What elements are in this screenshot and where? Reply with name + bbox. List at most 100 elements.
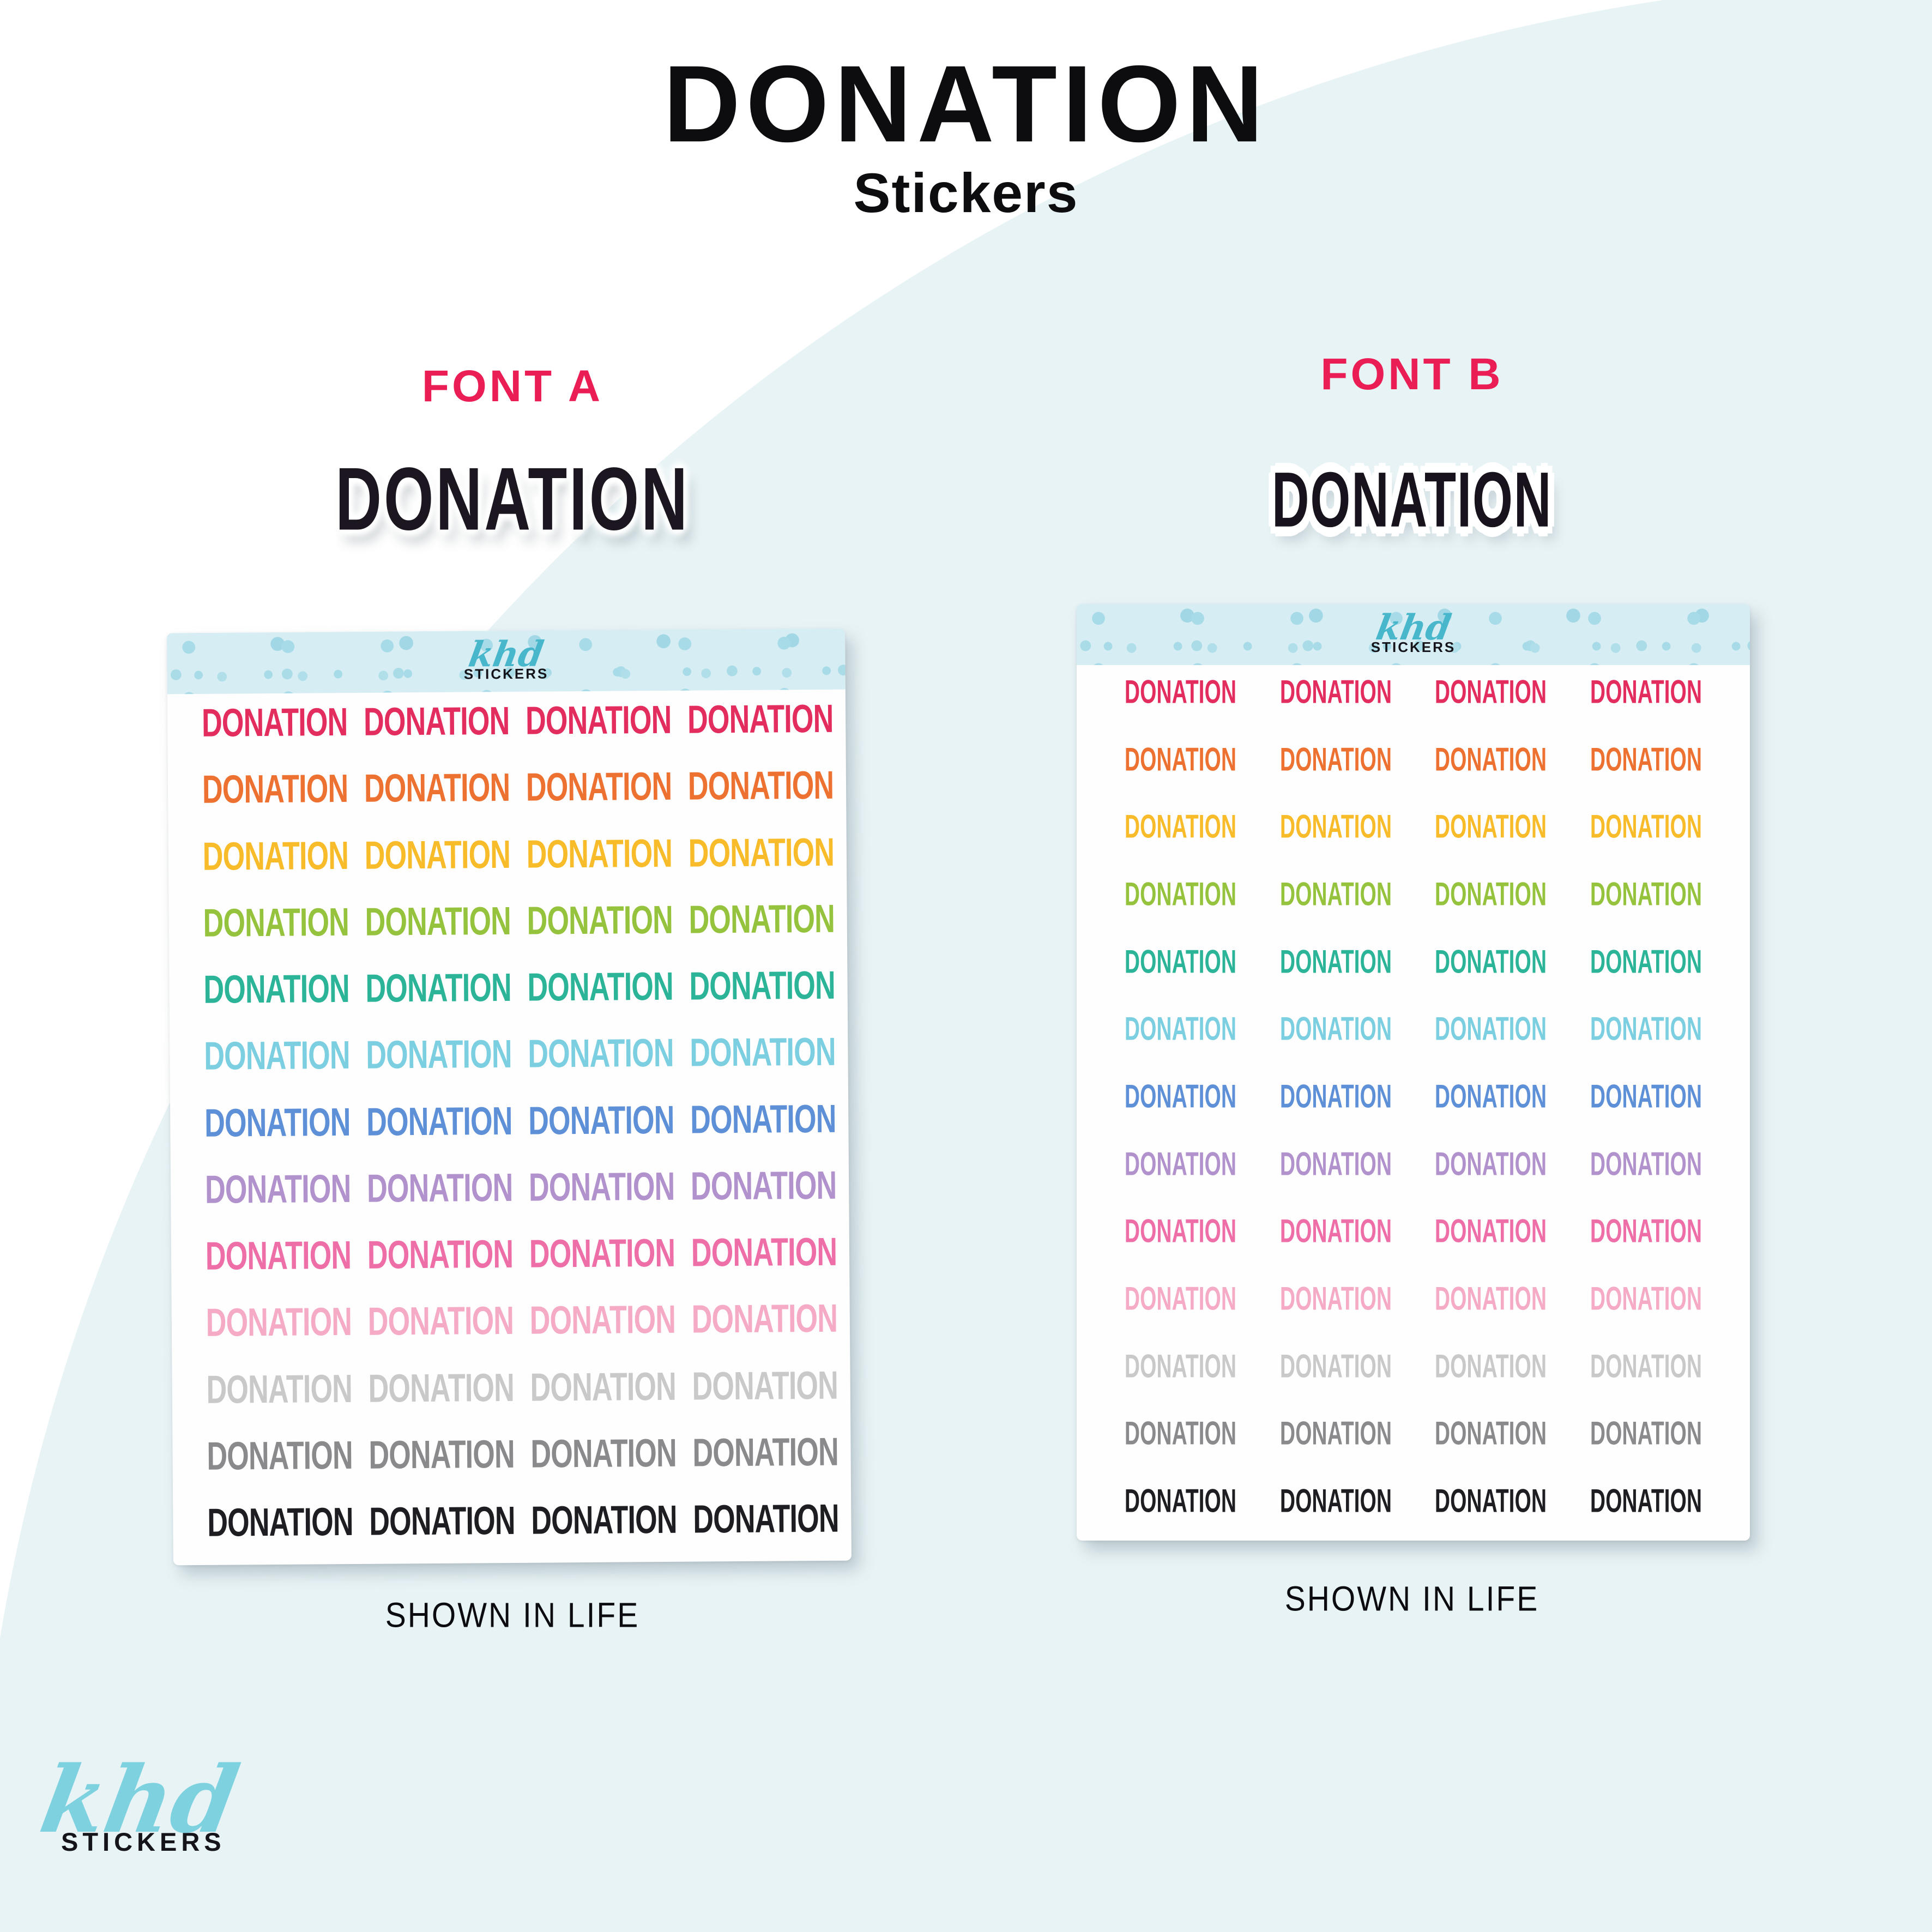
sticker-row-black: DONATION DONATION DONATION DONATION bbox=[1103, 1482, 1724, 1519]
sticker-word: DONATION bbox=[690, 1029, 836, 1076]
sticker-word: DONATION bbox=[365, 965, 512, 1011]
sticker-word: DONATION bbox=[526, 764, 672, 810]
page-title: DONATION bbox=[663, 43, 1269, 165]
sticker-row-light-pink: DONATION DONATION DONATION DONATION bbox=[198, 1296, 837, 1345]
sticker-word: DONATION bbox=[1124, 876, 1236, 913]
sticker-word: DONATION bbox=[689, 896, 835, 942]
sticker-word: DONATION bbox=[1124, 1145, 1236, 1182]
khd-script-logo: khd bbox=[466, 633, 547, 675]
sticker-word: DONATION bbox=[1435, 1482, 1547, 1519]
sticker-word: DONATION bbox=[1279, 1212, 1392, 1249]
sheet-brand-band: khd STICKERS bbox=[1077, 604, 1750, 665]
sticker-word: DONATION bbox=[1279, 1280, 1392, 1317]
khd-script-logo: khd bbox=[1373, 607, 1454, 649]
sticker-row-orange: DONATION DONATION DONATION DONATION bbox=[1103, 741, 1724, 777]
sticker-word: DONATION bbox=[1124, 673, 1236, 710]
sticker-word: DONATION bbox=[366, 1165, 513, 1211]
sticker-word: DONATION bbox=[1590, 1145, 1702, 1182]
sticker-row-lime-green: DONATION DONATION DONATION DONATION bbox=[1103, 876, 1724, 913]
sticker-word: DONATION bbox=[692, 1363, 838, 1409]
stickers-wordmark: STICKERS bbox=[61, 1827, 226, 1857]
sticker-word: DONATION bbox=[528, 1164, 675, 1210]
sticker-word: DONATION bbox=[1279, 808, 1392, 845]
sticker-word: DONATION bbox=[1590, 741, 1702, 778]
sticker-row-lime-green: DONATION DONATION DONATION DONATION bbox=[195, 896, 835, 945]
sticker-row-cornflower-blue: DONATION DONATION DONATION DONATION bbox=[196, 1096, 836, 1145]
sticker-word: DONATION bbox=[1590, 673, 1702, 710]
sticker-word: DONATION bbox=[1590, 1078, 1702, 1115]
sticker-word: DONATION bbox=[204, 1033, 350, 1079]
sticker-word: DONATION bbox=[1590, 808, 1702, 845]
sticker-word: DONATION bbox=[1124, 1010, 1236, 1047]
sticker-word: DONATION bbox=[1590, 1415, 1702, 1452]
sticker-word: DONATION bbox=[527, 897, 673, 943]
sticker-word: DONATION bbox=[1124, 1482, 1236, 1519]
sticker-word: DONATION bbox=[1124, 1280, 1236, 1317]
sticker-word: DONATION bbox=[205, 1233, 352, 1279]
sticker-row-teal: DONATION DONATION DONATION DONATION bbox=[1103, 943, 1724, 980]
sticker-word: DONATION bbox=[1124, 741, 1236, 778]
sticker-word: DONATION bbox=[692, 1429, 839, 1475]
sticker-word: DONATION bbox=[1124, 1078, 1236, 1115]
sticker-word: DONATION bbox=[366, 1032, 512, 1078]
sticker-word: DONATION bbox=[1435, 1347, 1547, 1385]
sticker-word: DONATION bbox=[688, 830, 835, 876]
sticker-word: DONATION bbox=[1279, 673, 1392, 710]
sticker-row-golden-yellow: DONATION DONATION DONATION DONATION bbox=[1103, 808, 1724, 845]
sticker-word: DONATION bbox=[1279, 741, 1392, 778]
shown-in-life-caption-b: SHOWN IN LIFE bbox=[1284, 1579, 1539, 1619]
sticker-word: DONATION bbox=[1124, 808, 1236, 845]
sticker-row-sky-blue: DONATION DONATION DONATION DONATION bbox=[1103, 1010, 1724, 1047]
sticker-word: DONATION bbox=[1279, 1415, 1392, 1452]
sticker-word: DONATION bbox=[691, 1296, 838, 1342]
sticker-word: DONATION bbox=[364, 765, 510, 811]
sticker-word: DONATION bbox=[207, 1433, 353, 1478]
sticker-word: DONATION bbox=[367, 1231, 514, 1277]
sticker-word: DONATION bbox=[1435, 1212, 1547, 1249]
sticker-word: DONATION bbox=[529, 1230, 675, 1276]
sticker-word: DONATION bbox=[1435, 1415, 1547, 1452]
sticker-word: DONATION bbox=[1279, 1145, 1392, 1182]
sticker-word: DONATION bbox=[204, 1100, 351, 1145]
sticker-word: DONATION bbox=[528, 1097, 674, 1143]
sticker-word: DONATION bbox=[1279, 876, 1392, 913]
sticker-word: DONATION bbox=[203, 966, 350, 1012]
sticker-word: DONATION bbox=[206, 1366, 353, 1412]
sticker-word: DONATION bbox=[1590, 943, 1702, 980]
sticker-row-light-gray: DONATION DONATION DONATION DONATION bbox=[1103, 1347, 1724, 1385]
stickers-wordmark: STICKERS bbox=[1370, 638, 1456, 655]
sticker-word: DONATION bbox=[1435, 943, 1547, 980]
sticker-word: DONATION bbox=[201, 699, 348, 746]
font-a-label: FONT A bbox=[421, 361, 603, 411]
sticker-word: DONATION bbox=[1590, 1482, 1702, 1519]
sticker-row-cornflower-blue: DONATION DONATION DONATION DONATION bbox=[1103, 1078, 1724, 1115]
sticker-row-gray: DONATION DONATION DONATION DONATION bbox=[1103, 1415, 1724, 1452]
sticker-word: DONATION bbox=[1435, 673, 1547, 710]
sticker-sheet-font-b: khd STICKERS DONATION DONATION DONATION DON… bbox=[1077, 604, 1750, 1541]
sticker-word: DONATION bbox=[363, 698, 510, 744]
sticker-word: DONATION bbox=[691, 1229, 837, 1275]
sticker-word: DONATION bbox=[687, 696, 834, 742]
sticker-word: DONATION bbox=[531, 1497, 677, 1543]
sticker-word: DONATION bbox=[690, 1096, 836, 1142]
sticker-word: DONATION bbox=[530, 1364, 677, 1410]
font-b-sample-sticker: DONATION bbox=[1271, 456, 1553, 544]
sticker-word: DONATION bbox=[367, 1299, 514, 1344]
sticker-row-pink: DONATION DONATION DONATION DONATION bbox=[1103, 1212, 1724, 1249]
sticker-row-lavender: DONATION DONATION DONATION DONATION bbox=[197, 1163, 837, 1211]
sticker-word: DONATION bbox=[202, 833, 349, 879]
sticker-word: DONATION bbox=[1435, 1010, 1547, 1047]
sticker-row-light-pink: DONATION DONATION DONATION DONATION bbox=[1103, 1280, 1724, 1317]
sticker-word: DONATION bbox=[1435, 808, 1547, 845]
sticker-rows: DONATION DONATION DONATION DONATION DONATION… bbox=[1077, 665, 1750, 1541]
sticker-word: DONATION bbox=[1279, 1078, 1392, 1115]
sticker-word: DONATION bbox=[1279, 1347, 1392, 1385]
sticker-word: DONATION bbox=[1590, 1212, 1702, 1249]
brand-logo: khd STICKERS bbox=[33, 1746, 246, 1857]
sticker-sheet-font-a: khd STICKERS DONATION DONATION DONATION DON… bbox=[167, 628, 852, 1566]
sticker-row-black: DONATION DONATION DONATION DONATION bbox=[199, 1496, 839, 1545]
sticker-word: DONATION bbox=[204, 1166, 351, 1212]
sticker-row-light-gray: DONATION DONATION DONATION DONATION bbox=[198, 1363, 838, 1411]
sticker-word: DONATION bbox=[364, 832, 511, 878]
